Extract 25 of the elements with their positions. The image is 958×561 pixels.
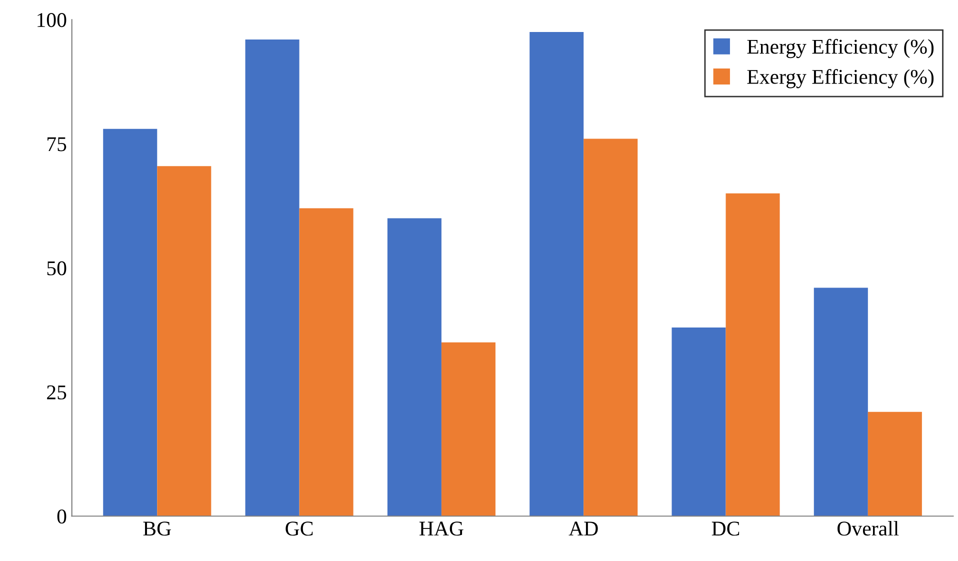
y-tick-label: 75 xyxy=(48,137,66,152)
legend-label: Energy Efficiency (%) xyxy=(747,38,934,58)
bar xyxy=(584,138,638,516)
y-tick-label: 25 xyxy=(47,385,66,400)
bar xyxy=(103,128,158,516)
x-tick-label: HAG xyxy=(419,522,464,536)
x-tick-label: Overall xyxy=(838,520,899,536)
bar xyxy=(530,32,584,516)
bar xyxy=(726,193,780,516)
y-tick-label: 50 xyxy=(47,261,66,276)
y-tick-label: 100 xyxy=(38,13,66,28)
x-tick-label: BG xyxy=(143,522,171,536)
bar xyxy=(387,218,442,516)
bar xyxy=(441,342,496,516)
bar xyxy=(814,288,868,516)
bar xyxy=(299,208,354,516)
y-tick-label: 0 xyxy=(57,509,66,524)
bar xyxy=(245,39,300,516)
x-tick-label: GC xyxy=(286,522,313,536)
bar xyxy=(868,412,922,516)
bar xyxy=(672,327,726,516)
x-tick-label: AD xyxy=(568,522,598,536)
bar xyxy=(157,166,212,516)
x-tick-label: DC xyxy=(712,522,740,536)
legend-label: Exergy Efficiency (%) xyxy=(747,69,934,88)
